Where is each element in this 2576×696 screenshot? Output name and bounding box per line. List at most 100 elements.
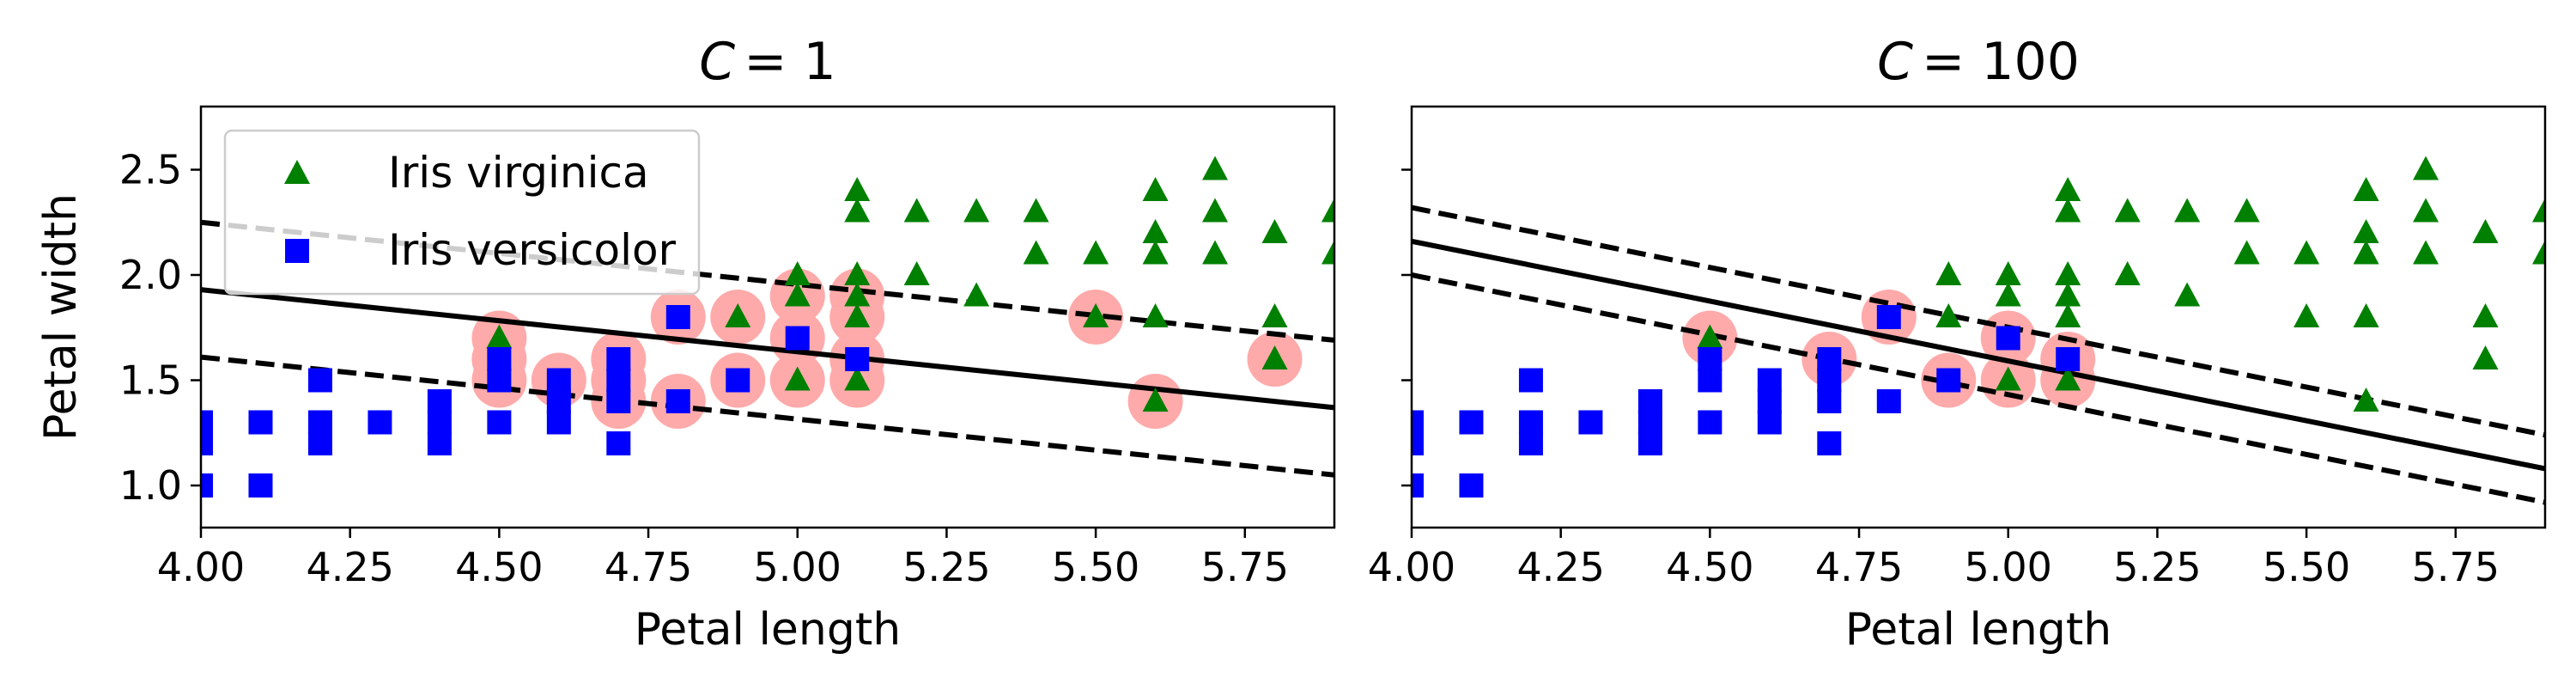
margin-upper bbox=[201, 219, 1334, 343]
plot-area bbox=[201, 156, 1334, 498]
virginica-point-1 bbox=[1697, 324, 1723, 349]
virginica-point-19 bbox=[1083, 303, 1109, 327]
virginica-point-27 bbox=[2413, 198, 2439, 223]
x-tick-label: 4.75 bbox=[605, 544, 692, 590]
versicolor-point-7 bbox=[1518, 410, 1543, 435]
versicolor-point-18 bbox=[1757, 410, 1782, 435]
versicolor-point-4 bbox=[248, 410, 273, 435]
versicolor-point-14 bbox=[487, 368, 512, 393]
versicolor-point-13 bbox=[487, 347, 512, 371]
legend-label-virginica: Iris virginica bbox=[388, 148, 649, 198]
versicolor-point-9 bbox=[368, 410, 392, 435]
virginica-point-12 bbox=[2055, 366, 2081, 391]
virginica-point-26 bbox=[2413, 156, 2439, 180]
versicolor-point-5 bbox=[248, 473, 273, 498]
versicolor-point-25 bbox=[726, 368, 750, 393]
virginica-point-23 bbox=[1142, 303, 1169, 327]
virginica-point-21 bbox=[1142, 219, 1169, 243]
virginica-point-6 bbox=[844, 177, 871, 201]
x-tick-label: 4.25 bbox=[1516, 544, 1604, 590]
virginica-point-22 bbox=[1142, 240, 1169, 265]
versicolor-point-24 bbox=[665, 389, 690, 413]
virginica-point-33 bbox=[2532, 240, 2545, 265]
margin-lower bbox=[201, 354, 1334, 478]
virginica-point-19 bbox=[2293, 240, 2320, 265]
versicolor-point-25 bbox=[1936, 368, 1961, 393]
versicolor-point-1 bbox=[1412, 410, 1424, 435]
versicolor-point-27 bbox=[2056, 347, 2081, 371]
versicolor-point-4 bbox=[1459, 410, 1484, 435]
x-tick-label: 4.25 bbox=[306, 544, 393, 590]
virginica-point-14 bbox=[963, 198, 990, 223]
x-tick-label: 5.75 bbox=[2412, 544, 2500, 590]
legend-triangle-icon bbox=[284, 160, 310, 184]
versicolor-point-10 bbox=[427, 389, 452, 413]
virginica-point-13 bbox=[2114, 198, 2141, 223]
versicolor-point-16 bbox=[1757, 368, 1782, 393]
y-tick-label: 1.0 bbox=[119, 462, 182, 509]
versicolor-point-17 bbox=[1757, 389, 1782, 413]
versicolor-point-19 bbox=[606, 347, 631, 371]
virginica-point-21 bbox=[2353, 177, 2379, 201]
virginica-point-15 bbox=[963, 282, 990, 307]
virginica-point-23 bbox=[2353, 240, 2379, 265]
y-tick-label: 2.5 bbox=[119, 147, 182, 193]
virginica-point-20 bbox=[2293, 303, 2320, 327]
versicolor-point-12 bbox=[1637, 431, 1662, 455]
versicolor-point-11 bbox=[1637, 410, 1662, 435]
versicolor-point-1 bbox=[201, 410, 213, 435]
virginica-point-17 bbox=[1023, 240, 1049, 265]
versicolor-point-23 bbox=[665, 305, 690, 329]
legend-label-versicolor: Iris versicolor bbox=[388, 225, 677, 275]
virginica-point-4 bbox=[784, 366, 811, 391]
virginica-point-9 bbox=[2055, 261, 2081, 285]
x-tick-label: 5.75 bbox=[1201, 544, 1289, 590]
x-tick-label: 5.25 bbox=[2113, 544, 2201, 590]
versicolor-point-12 bbox=[427, 431, 452, 455]
versicolor-point-18 bbox=[546, 410, 571, 435]
versicolor-point-10 bbox=[1637, 389, 1662, 413]
virginica-point-14 bbox=[2114, 261, 2141, 285]
virginica-point-5 bbox=[1995, 282, 2021, 307]
versicolor-point-15 bbox=[487, 410, 512, 435]
virginica-point-27 bbox=[1202, 240, 1229, 265]
versicolor-point-27 bbox=[845, 347, 870, 371]
title-value: = 100 bbox=[1922, 32, 2080, 92]
virginica-point-11 bbox=[844, 366, 871, 391]
versicolor-point-7 bbox=[307, 410, 332, 435]
virginica-point-15 bbox=[2174, 198, 2201, 223]
virginica-point-30 bbox=[1261, 345, 1288, 369]
virginica-point-7 bbox=[2055, 177, 2081, 201]
virginica-point-3 bbox=[784, 261, 811, 285]
versicolor-point-17 bbox=[546, 389, 571, 413]
x-tick-label: 4.75 bbox=[1815, 544, 1903, 590]
virginica-point-24 bbox=[2353, 303, 2379, 327]
versicolor-point-2 bbox=[201, 431, 213, 455]
virginica-point-28 bbox=[2413, 240, 2439, 265]
versicolor-point-24 bbox=[1876, 389, 1901, 413]
chart-title: C = 1 bbox=[699, 32, 835, 92]
plot-area bbox=[1412, 156, 2545, 505]
virginica-point-16 bbox=[2174, 282, 2201, 307]
virginica-point-24 bbox=[1142, 388, 1169, 412]
versicolor-point-6 bbox=[1518, 368, 1543, 393]
versicolor-point-26 bbox=[785, 326, 810, 351]
versicolor-point-14 bbox=[1698, 368, 1722, 393]
virginica-point-25 bbox=[2353, 388, 2379, 412]
versicolor-point-8 bbox=[1518, 431, 1543, 455]
virginica-point-2 bbox=[725, 303, 751, 327]
x-axis-label: Petal length bbox=[1845, 604, 2111, 656]
virginica-point-1 bbox=[486, 324, 513, 349]
margin-upper bbox=[1412, 205, 2545, 438]
versicolor-point-3 bbox=[201, 473, 213, 498]
margin-lower bbox=[1412, 272, 2545, 505]
virginica-point-9 bbox=[844, 282, 871, 307]
versicolor-point-15 bbox=[1698, 410, 1722, 435]
virginica-point-7 bbox=[844, 198, 871, 223]
chart-panel-2: 4.00 4.25 4.50 4.75 5.00 5.25 5.50 5.75 C = 100 Pe… bbox=[1368, 32, 2547, 656]
virginica-point-3 bbox=[1935, 303, 1962, 327]
virginica-point-32 bbox=[2532, 198, 2545, 223]
versicolor-point-2 bbox=[1412, 431, 1424, 455]
virginica-point-4 bbox=[1995, 261, 2021, 285]
x-tick-label: 5.50 bbox=[2263, 544, 2350, 590]
